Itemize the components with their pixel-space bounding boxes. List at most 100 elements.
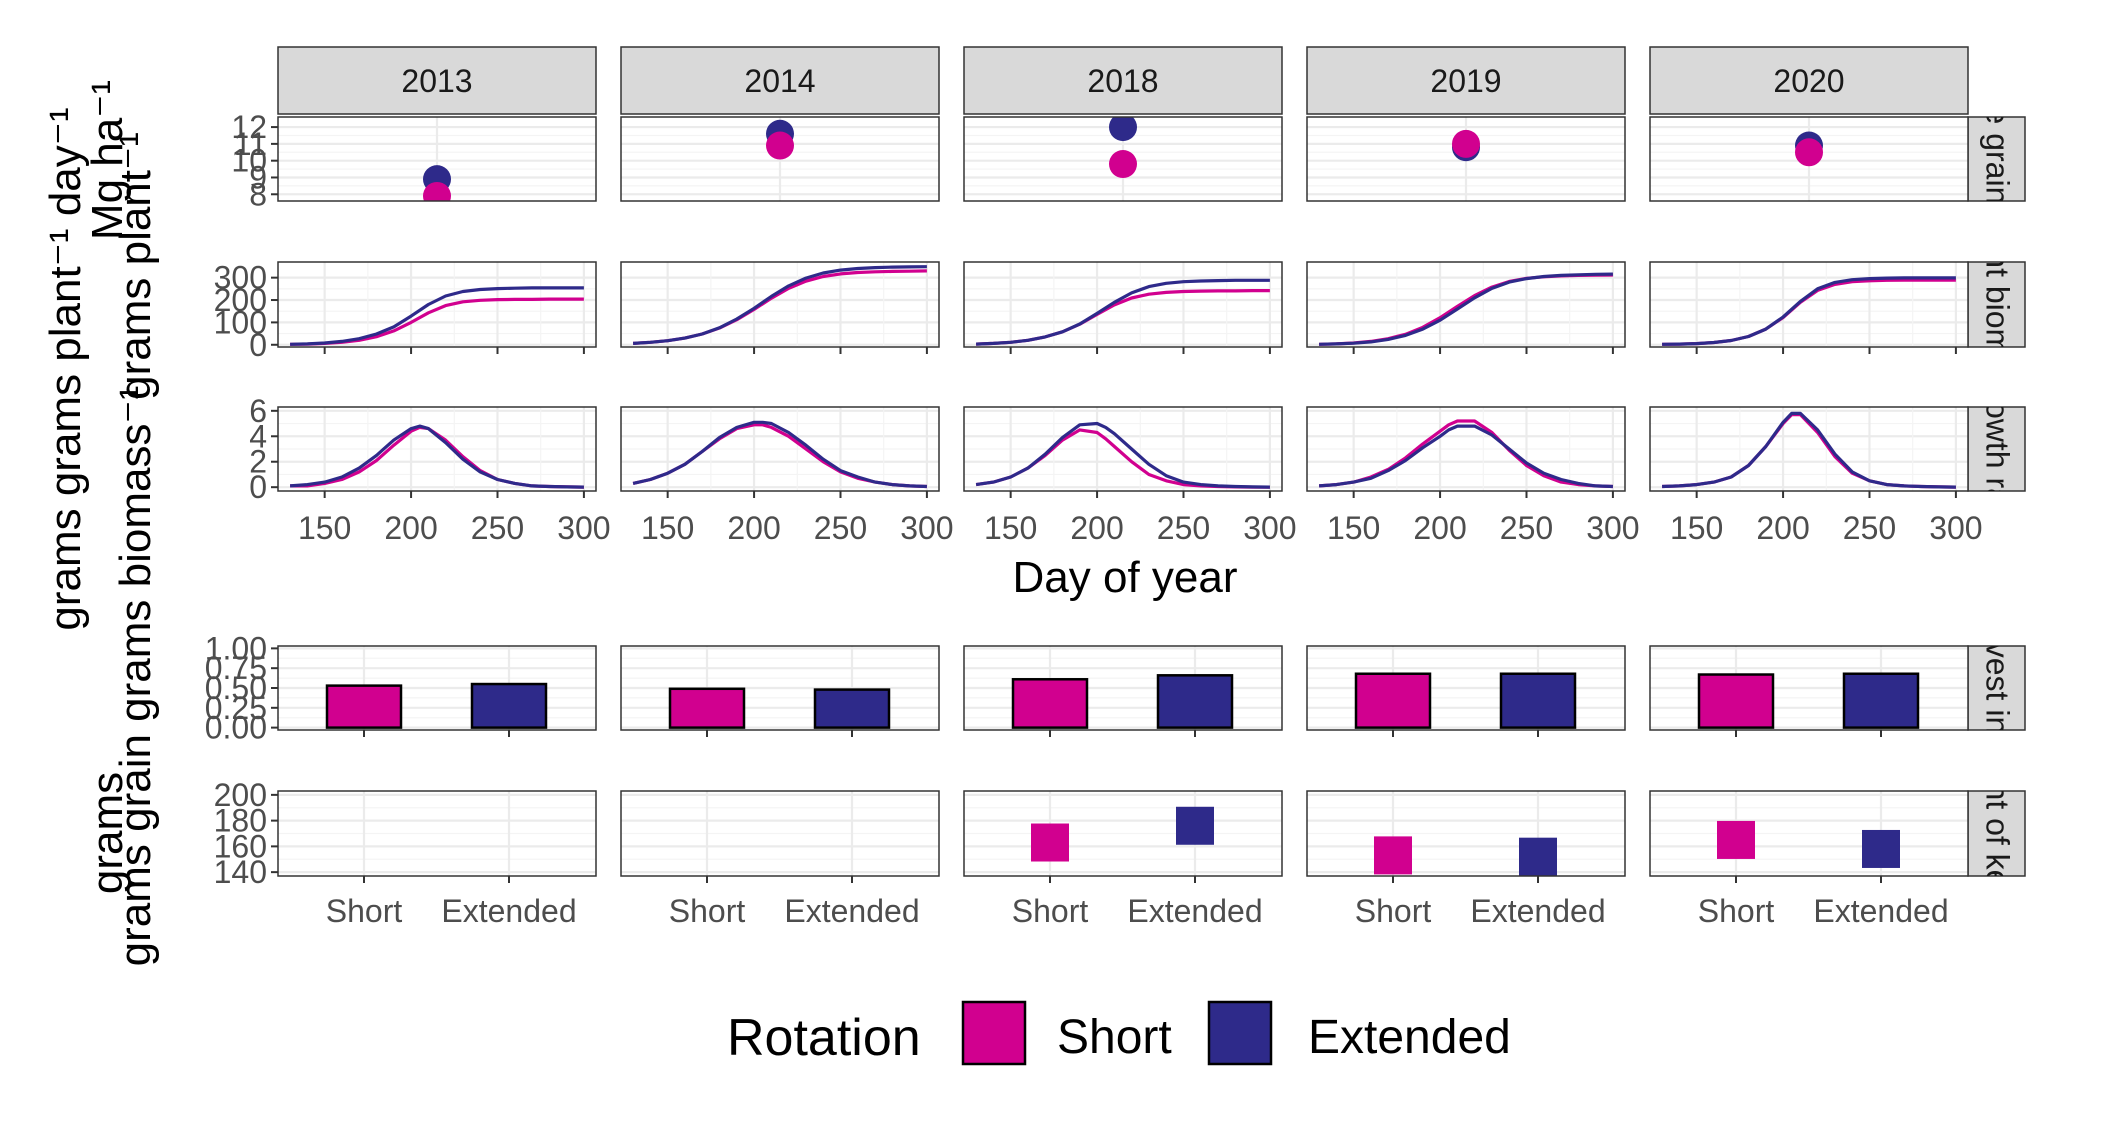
y-tick-label: 0	[249, 327, 267, 363]
yield-point-short	[1795, 138, 1823, 167]
legend-label-extended: Extended	[1308, 1011, 1511, 1064]
x-tick-label: 250	[1843, 510, 1896, 546]
panel-border	[963, 790, 1283, 877]
kernel-weight-point-short	[1374, 836, 1412, 875]
facet-strip-label-2020: 2020	[1773, 63, 1844, 99]
series-line-extended	[289, 424, 584, 489]
series-line-extended	[1318, 424, 1613, 489]
series-line-extended	[975, 421, 1270, 489]
yield-points	[1795, 131, 1823, 167]
y-axis-title: Mg ha⁻¹	[83, 80, 132, 240]
x-tick-label: Short	[1355, 893, 1432, 929]
category-marks	[1031, 806, 1214, 862]
y-tick-label: 2	[249, 444, 267, 480]
row-strip-clip: Plant biomass	[1980, 262, 2016, 347]
category-marks	[1354, 672, 1577, 729]
facet-strip-label-2013: 2013	[401, 63, 472, 99]
yield-point-extended	[1109, 117, 1137, 142]
x-tick-label: Short	[669, 893, 746, 929]
x-tick-label: Extended	[1127, 893, 1262, 929]
y-tick-label: 9	[249, 159, 267, 195]
x-tick-label: Extended	[784, 893, 919, 929]
panel-border	[620, 645, 940, 731]
x-tick-label: 150	[1327, 510, 1380, 546]
x-tick-label: 200	[727, 510, 780, 546]
panel-border	[620, 790, 940, 877]
yield-point-short	[1109, 150, 1137, 179]
y-tick-label: 100	[214, 304, 267, 340]
y-tick-label: 11	[234, 126, 267, 162]
yield-points	[766, 119, 794, 160]
y-tick-label: 12	[231, 109, 267, 145]
series-line-extended	[632, 265, 927, 345]
panel-border	[620, 406, 940, 492]
facet-strip-2014	[620, 46, 940, 115]
y-tick-label: 1.00	[205, 630, 267, 666]
yield-point-short	[766, 131, 794, 160]
x-tick-label: Short	[1698, 893, 1775, 929]
harvest-index-bar-short	[1354, 672, 1432, 729]
legend-title: Rotation	[727, 1009, 921, 1067]
x-tick-label: 200	[1413, 510, 1466, 546]
facet-strip-2020	[1649, 46, 1969, 115]
y-tick-label: 0.25	[205, 690, 267, 726]
row-strip-label: Weight of kernels	[1980, 710, 2016, 957]
x-tick-label: Extended	[441, 893, 576, 929]
y-tick-label: 4	[249, 418, 267, 454]
series-line-extended	[290, 286, 584, 346]
x-tick-label: 200	[384, 510, 437, 546]
legend: Rotation Short Extended	[727, 1000, 1511, 1067]
series-line-extended	[1662, 411, 1956, 489]
y-tick-label: 200	[214, 777, 267, 813]
row-strip-clip: Growth rate	[1980, 407, 2016, 491]
harvest-index-bar-short	[668, 687, 746, 729]
x-tick-label: 300	[1243, 510, 1296, 546]
y-axis-title: grams plant⁻¹	[111, 132, 160, 400]
kernel-weight-point-short	[1717, 820, 1755, 859]
x-tick-label: 250	[471, 510, 524, 546]
yield-points	[423, 165, 451, 201]
row-strip-label: Maize grain yield	[1980, 39, 2016, 279]
panel-background	[621, 262, 939, 347]
yield-points	[1452, 129, 1480, 162]
y-tick-label: 0.50	[205, 670, 267, 706]
y-tick-label: 0	[249, 469, 267, 505]
category-marks	[1011, 674, 1234, 729]
row-strip-clip: Weight of kernels	[1980, 710, 2016, 957]
y-tick-label: 180	[214, 803, 267, 839]
panel-border	[1306, 406, 1626, 492]
y-tick-label: 200	[214, 282, 267, 318]
yield-point-short	[423, 181, 451, 201]
harvest-index-bar-short	[1697, 673, 1775, 729]
x-tick-label: 250	[1500, 510, 1553, 546]
harvest-index-bar-extended	[813, 688, 891, 729]
x-tick-label: 300	[557, 510, 610, 546]
x-tick-label: 250	[1157, 510, 1210, 546]
category-marks	[1374, 836, 1557, 876]
x-tick-label: 300	[1929, 510, 1982, 546]
series-line-extended	[976, 278, 1270, 346]
category-marks	[1717, 820, 1900, 868]
harvest-index-bar-short	[325, 684, 403, 729]
panel-border	[963, 261, 1283, 348]
panel-border	[277, 116, 597, 202]
x-tick-label: 250	[814, 510, 867, 546]
panel-border	[1649, 406, 1969, 492]
x-tick-label: Extended	[1813, 893, 1948, 929]
panel-background	[278, 262, 596, 347]
curves	[1318, 419, 1613, 489]
panels-layer: 2013 2014 2018 2019 2020 Maize grain yieldPla…	[271, 39, 2026, 957]
row-strip-clip: Harvest index	[1980, 646, 2016, 730]
y-axis-title: grams grain grams biomass⁻¹	[111, 386, 160, 967]
x-tick-label: 150	[298, 510, 351, 546]
x-axis-title: Day of year	[1013, 553, 1238, 602]
harvest-index-bar-extended	[1842, 672, 1920, 729]
x-tick-label: Extended	[1470, 893, 1605, 929]
panel-border	[1649, 116, 1969, 202]
facet-strip-2013	[277, 46, 597, 115]
panel-border	[1306, 790, 1626, 877]
yield-point-short	[1452, 129, 1480, 158]
curves	[976, 278, 1270, 346]
y-tick-label: 10	[231, 143, 267, 179]
